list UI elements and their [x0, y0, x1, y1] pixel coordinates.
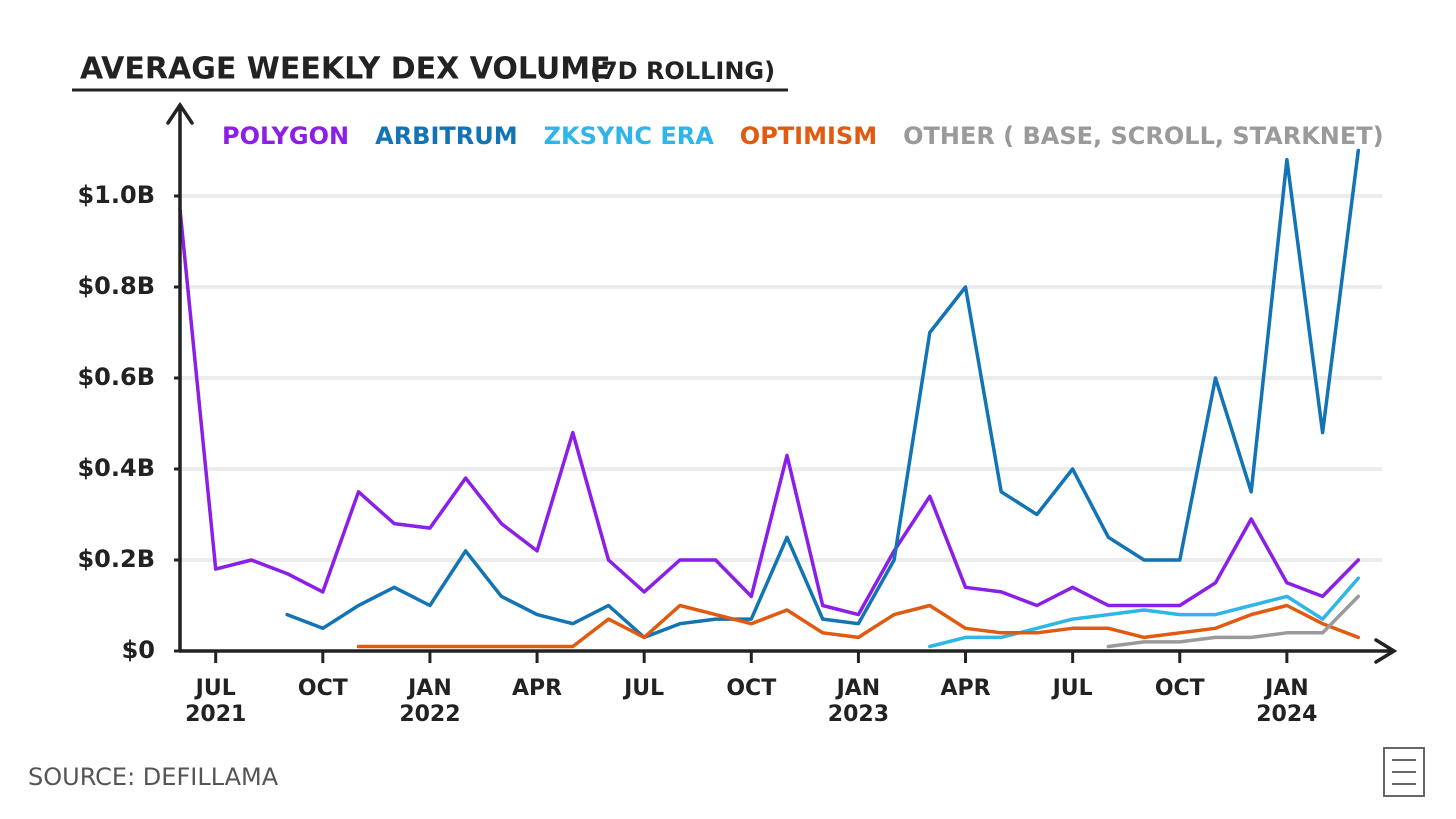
x-tick-label: JAN [1263, 676, 1309, 701]
y-tick-label: $0.8B [77, 272, 155, 300]
x-tick-label: JUL [622, 676, 664, 701]
chart-title: AVERAGE WEEKLY DEX VOLUME [80, 52, 611, 87]
x-tick-label: OCT [726, 676, 776, 701]
x-year-label: 2022 [399, 702, 460, 727]
x-tick-label: APR [940, 676, 990, 701]
x-tick-label: JAN [835, 676, 881, 701]
series-line [285, 148, 1361, 640]
x-year-label: 2024 [1256, 702, 1317, 727]
series-line [178, 207, 1361, 617]
x-year-label: 2021 [185, 702, 246, 727]
x-tick-label: APR [512, 676, 562, 701]
legend-label: OPTIMISM [740, 122, 877, 150]
x-year-label: 2023 [828, 702, 889, 727]
x-tick-label: OCT [1155, 676, 1205, 701]
legend-label: ZKSYNC ERA [544, 122, 715, 150]
source: SOURCE: DEFILLAMA [28, 763, 279, 791]
series-line [928, 576, 1361, 649]
x-tick-label: JAN [406, 676, 452, 701]
x-tick-label: JUL [1051, 676, 1093, 701]
y-axis [166, 101, 194, 653]
y-tick-label: $0.2B [77, 545, 155, 573]
series-line [1106, 594, 1361, 649]
series-line [356, 603, 1361, 649]
chart-subtitle: (7D ROLLING) [590, 57, 775, 85]
x-tick-label: JUL [194, 676, 236, 701]
y-tick-label: $0.4B [77, 454, 155, 482]
legend-label: ARBITRUM [375, 122, 518, 150]
legend-label: OTHER ( BASE, SCROLL, STARKNET) [903, 122, 1384, 150]
x-tick-label: OCT [298, 676, 348, 701]
x-axis [178, 638, 1398, 664]
legend-label: POLYGON [222, 122, 349, 150]
y-tick-label: $0.6B [77, 363, 155, 391]
logo [1383, 747, 1425, 797]
y-tick-label: $0 [122, 636, 155, 664]
y-tick-label: $1.0B [77, 181, 155, 209]
